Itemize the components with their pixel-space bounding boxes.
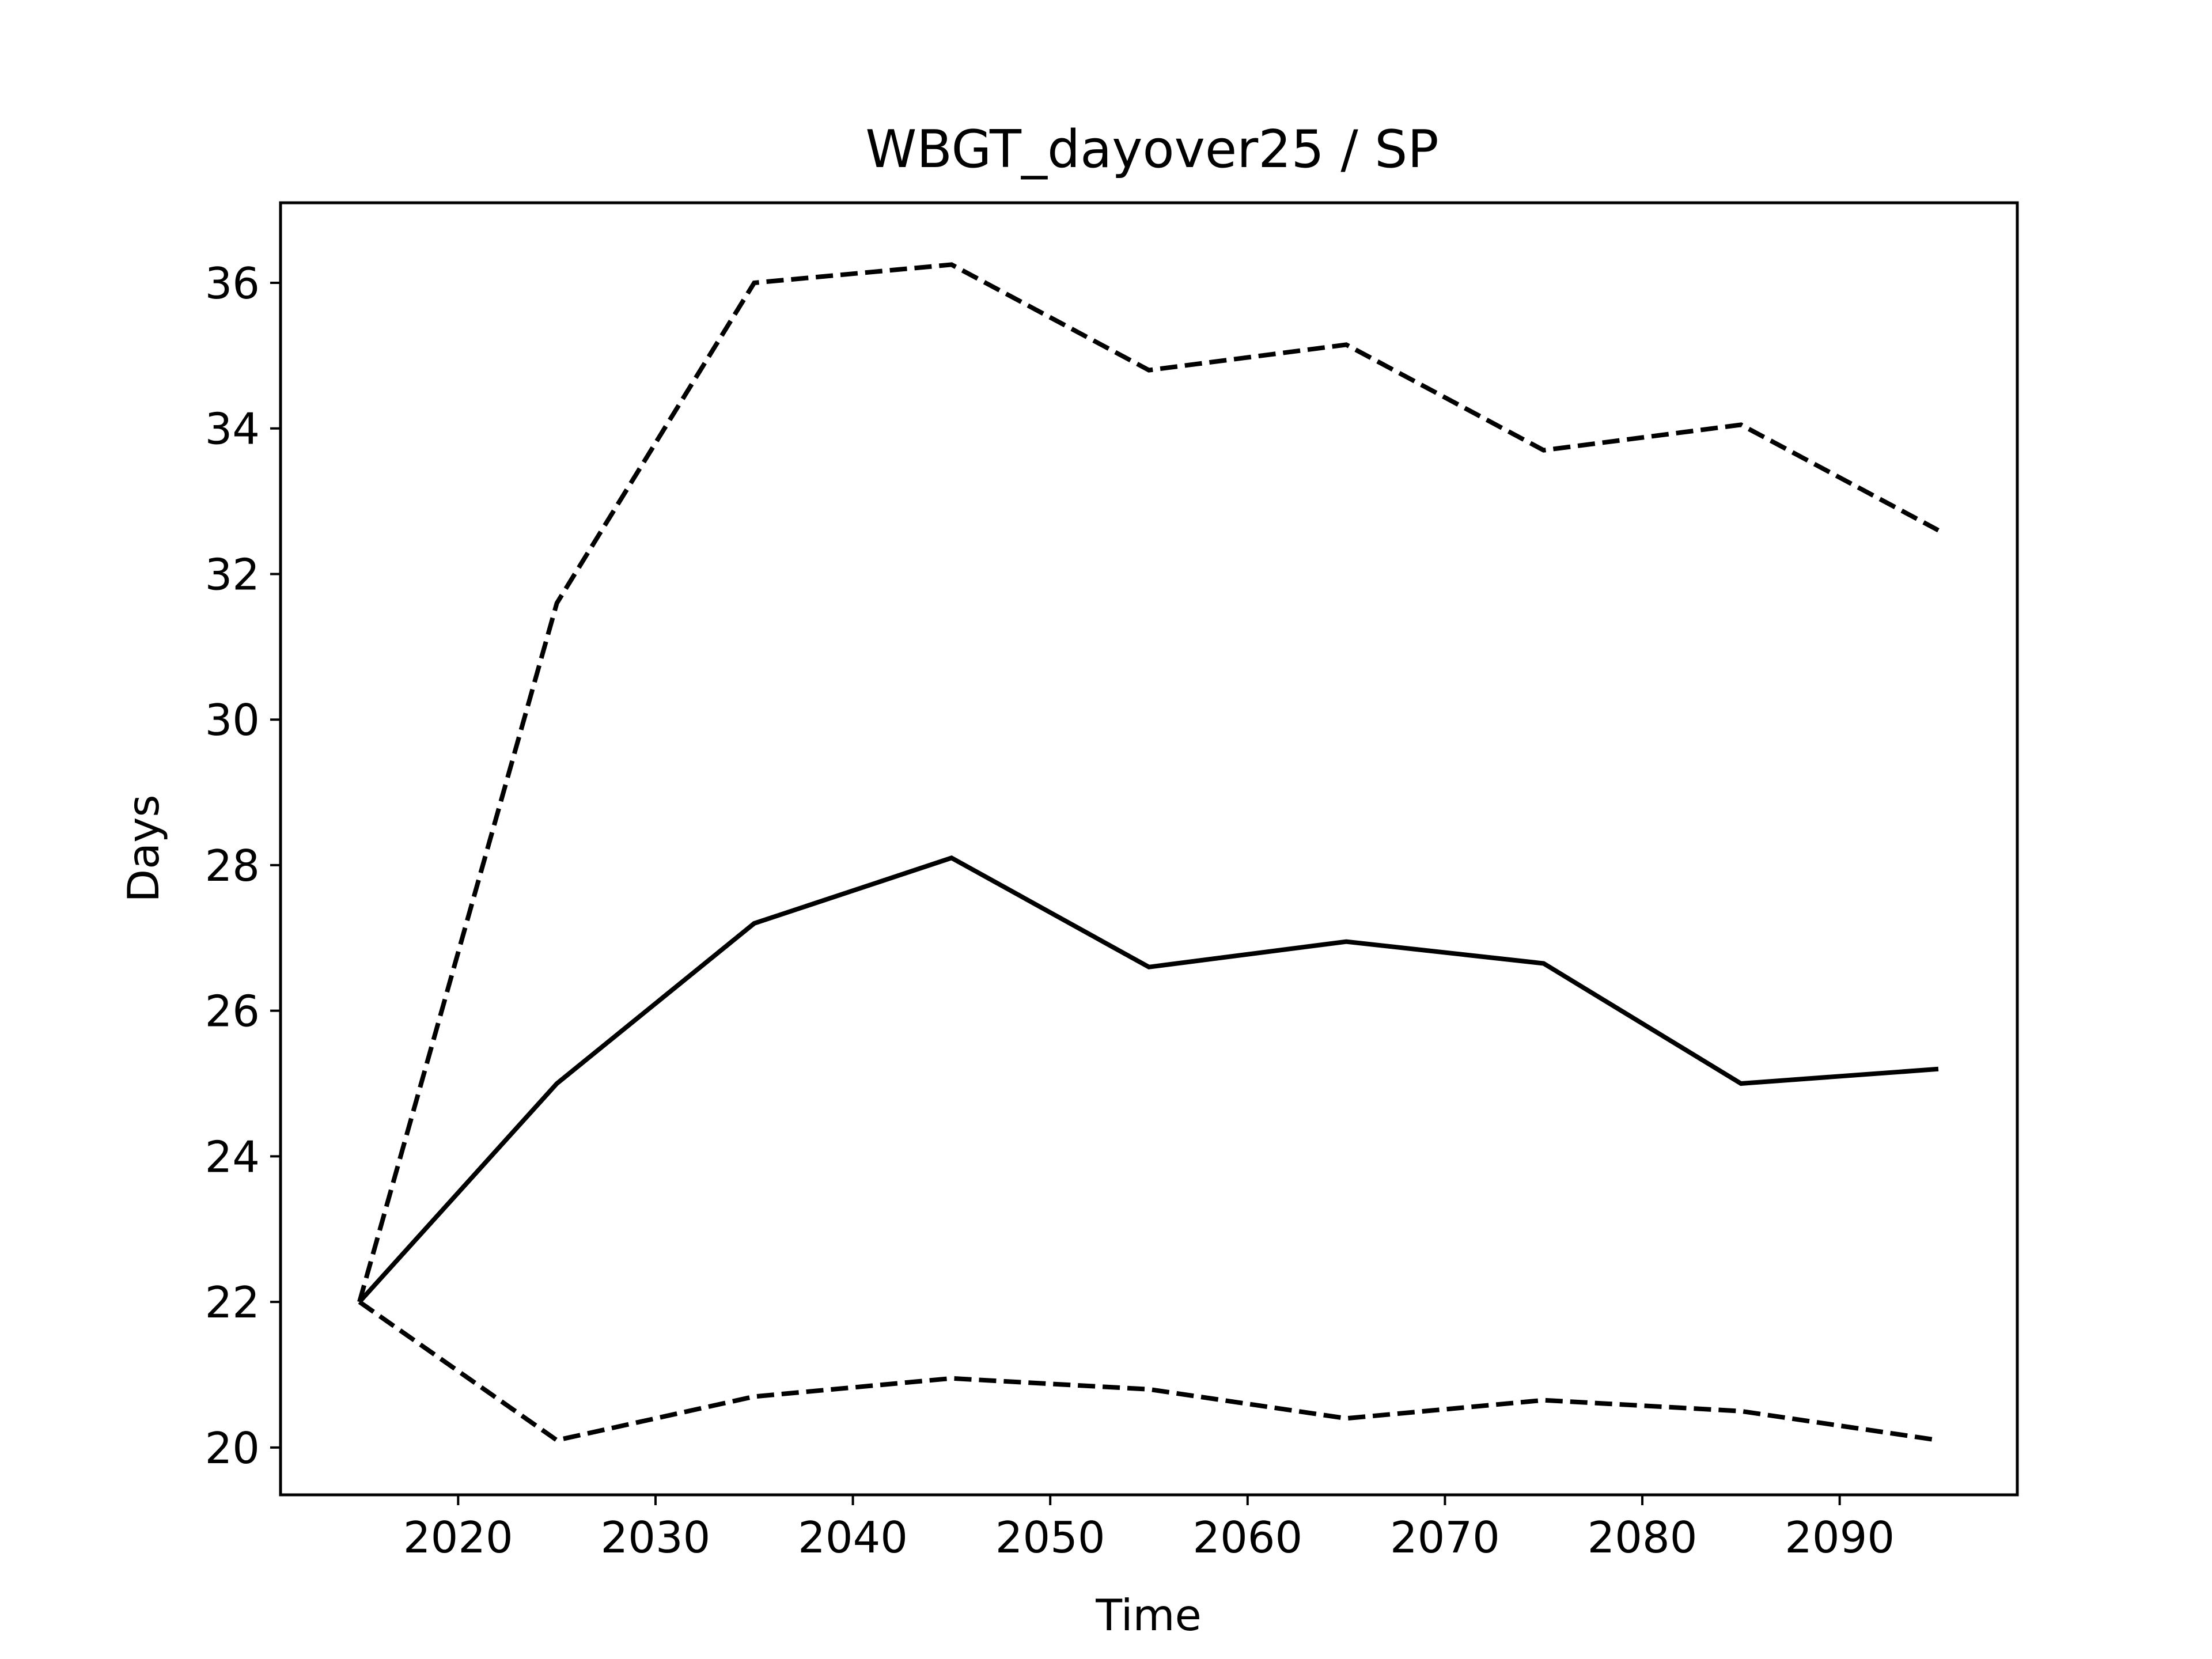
y-tick-label: 24 — [205, 1131, 260, 1182]
y-axis-label: Days — [118, 794, 169, 902]
x-tick-label: 2090 — [1785, 1512, 1895, 1563]
x-tick-label: 2030 — [601, 1512, 711, 1563]
x-tick-label: 2080 — [1588, 1512, 1698, 1563]
y-tick-label: 32 — [205, 549, 260, 600]
series-line-2 — [358, 855, 1939, 1304]
x-tick-label: 2050 — [995, 1512, 1105, 1563]
x-axis-label: Time — [1095, 1590, 1202, 1641]
chart-title: WBGT_dayover25 / SP — [865, 119, 1438, 180]
y-tick-label: 30 — [205, 695, 260, 745]
x-tick-label: 2060 — [1192, 1512, 1302, 1563]
y-tick-label: 22 — [205, 1277, 260, 1328]
series-line-3 — [358, 1300, 1939, 1443]
y-tick-label: 36 — [205, 258, 260, 309]
x-tick-label: 2020 — [403, 1512, 513, 1563]
x-tick-label: 2040 — [798, 1512, 908, 1563]
plot-frame — [279, 201, 2019, 1497]
y-tick-label: 26 — [205, 986, 260, 1037]
series-line-1 — [357, 262, 1940, 1303]
series-layer — [357, 262, 1940, 1443]
x-tick-label: 2070 — [1390, 1512, 1500, 1563]
y-axis: 20 22 24 26 28 30 32 34 36 — [205, 258, 281, 1474]
y-tick-label: 34 — [205, 404, 260, 454]
y-tick-label: 28 — [205, 840, 260, 891]
x-axis: 2020 2030 2040 2050 2060 2070 2080 2090 — [403, 1495, 1895, 1563]
y-tick-label: 20 — [205, 1423, 260, 1474]
